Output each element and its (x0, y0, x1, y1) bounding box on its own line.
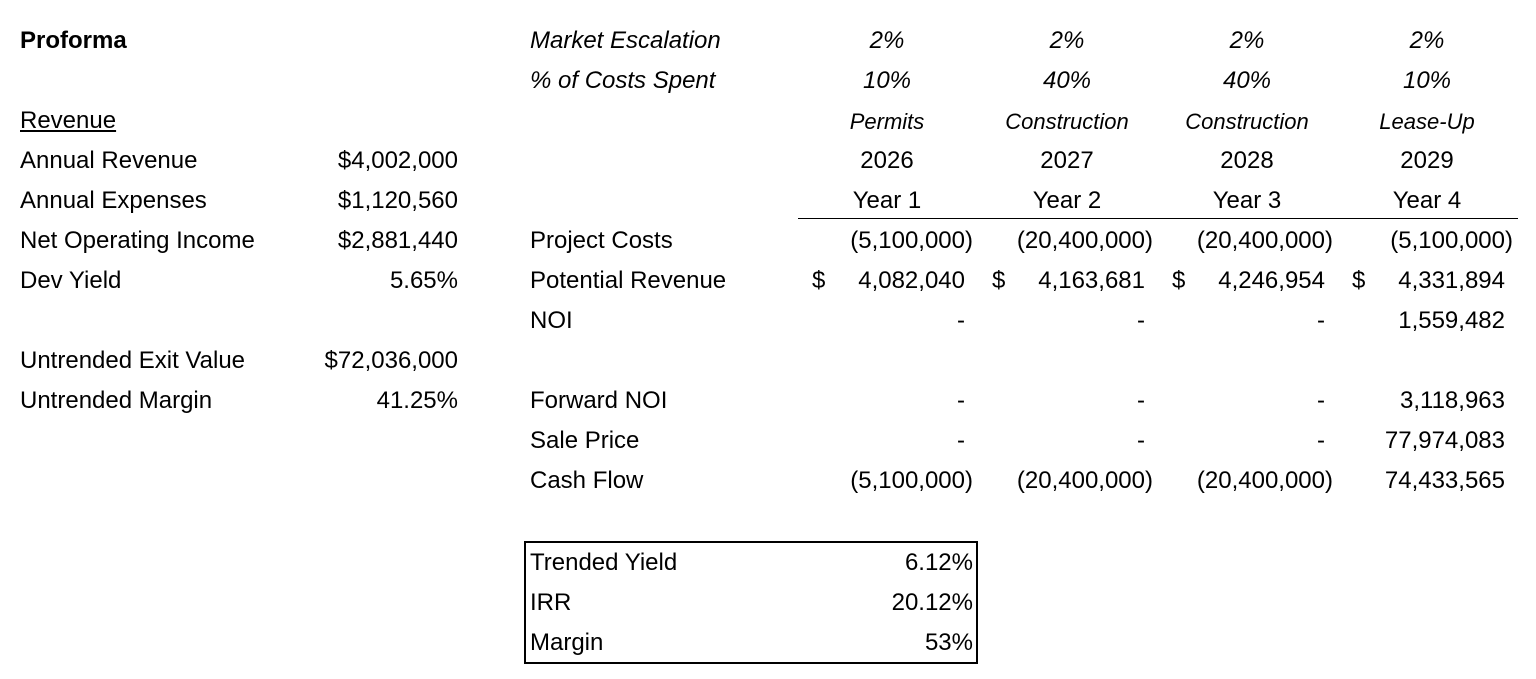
phase-year-2: Construction (1005, 109, 1129, 134)
project-costs-y3: (20,400,000) (1196, 227, 1333, 254)
escalation-year-4: 2% (1409, 27, 1445, 54)
escalation-year-1: 2% (869, 27, 905, 54)
cash-flow-y4: 74,433,565 (1384, 467, 1505, 494)
phase-year-1: Permits (849, 109, 925, 134)
irr-label: IRR (530, 589, 572, 616)
margin-label: Margin (530, 629, 604, 656)
escalation-year-3: 2% (1229, 27, 1265, 54)
revenue-heading: Revenue (20, 107, 117, 134)
year-label-2: Year 2 (1032, 187, 1102, 214)
forward-noi-y3: - (1317, 387, 1325, 414)
currency-symbol-y4: $ (1352, 267, 1366, 294)
sale-price-y2: - (1137, 427, 1145, 454)
potential-revenue-y3: 4,246,954 (1218, 267, 1325, 294)
year-2027: 2027 (1040, 147, 1094, 174)
noi-label: Net Operating Income (20, 227, 255, 254)
year-label-1: Year 1 (852, 187, 922, 214)
costs-spent-label: % of Costs Spent (530, 67, 716, 94)
dev-yield-label: Dev Yield (20, 267, 122, 294)
project-costs-y2: (20,400,000) (1016, 227, 1153, 254)
sale-price-label: Sale Price (530, 427, 640, 454)
untrended-exit-value-label: Untrended Exit Value (20, 347, 246, 374)
escalation-year-2: 2% (1049, 27, 1085, 54)
trended-yield-value: 6.12% (904, 549, 973, 576)
noi-value: $2,881,440 (337, 227, 458, 254)
proforma-title: Proforma (20, 27, 127, 54)
year-2028: 2028 (1220, 147, 1274, 174)
noi-y1: - (957, 307, 965, 334)
forward-noi-y4: 3,118,963 (1400, 387, 1505, 414)
year-label-4: Year 4 (1392, 187, 1462, 214)
cash-flow-label: Cash Flow (530, 467, 644, 494)
noi-y2: - (1137, 307, 1145, 334)
pct-spent-year-3: 40% (1222, 67, 1272, 94)
forward-noi-label: Forward NOI (530, 387, 668, 414)
annual-expenses-label: Annual Expenses (20, 187, 207, 214)
annual-revenue-value: $4,002,000 (337, 147, 458, 174)
annual-expenses-value: $1,120,560 (337, 187, 458, 214)
sale-price-y1: - (957, 427, 965, 454)
pct-spent-year-1: 10% (862, 67, 912, 94)
year-label-3: Year 3 (1212, 187, 1282, 214)
potential-revenue-y2: 4,163,681 (1038, 267, 1145, 294)
currency-symbol-y2: $ (992, 267, 1006, 294)
year-2029: 2029 (1400, 147, 1454, 174)
summary-box (524, 541, 978, 664)
project-costs-y1: (5,100,000) (850, 227, 973, 254)
cash-flow-y1: (5,100,000) (850, 467, 973, 494)
potential-revenue-label: Potential Revenue (530, 267, 727, 294)
untrended-exit-value: $72,036,000 (324, 347, 458, 374)
irr-value: 20.12% (891, 589, 973, 616)
sale-price-y3: - (1317, 427, 1325, 454)
cash-flow-y2: (20,400,000) (1016, 467, 1153, 494)
market-escalation-label: Market Escalation (530, 27, 721, 54)
currency-symbol-y3: $ (1172, 267, 1186, 294)
untrended-margin-label: Untrended Margin (20, 387, 213, 414)
untrended-margin-value: 41.25% (376, 387, 458, 414)
potential-revenue-y4: 4,331,894 (1398, 267, 1505, 294)
currency-symbol-y1: $ (812, 267, 826, 294)
cash-flow-y3: (20,400,000) (1196, 467, 1333, 494)
forward-noi-y2: - (1137, 387, 1145, 414)
noi-y4: 1,559,482 (1398, 307, 1505, 334)
margin-value: 53% (924, 629, 973, 656)
potential-revenue-y1: 4,082,040 (858, 267, 965, 294)
annual-revenue-label: Annual Revenue (20, 147, 198, 174)
pct-spent-year-4: 10% (1402, 67, 1452, 94)
phase-year-4: Lease-Up (1379, 109, 1475, 134)
dev-yield-value: 5.65% (389, 267, 458, 294)
noi-y3: - (1317, 307, 1325, 334)
trended-yield-label: Trended Yield (530, 549, 678, 576)
project-costs-y4: (5,100,000) (1390, 227, 1513, 254)
forward-noi-y1: - (957, 387, 965, 414)
year-2026: 2026 (860, 147, 914, 174)
sale-price-y4: 77,974,083 (1384, 427, 1505, 454)
pct-spent-year-2: 40% (1042, 67, 1092, 94)
phase-year-3: Construction (1185, 109, 1309, 134)
noi-row-label: NOI (530, 307, 573, 334)
header-underline (798, 218, 1518, 219)
project-costs-label: Project Costs (530, 227, 673, 254)
